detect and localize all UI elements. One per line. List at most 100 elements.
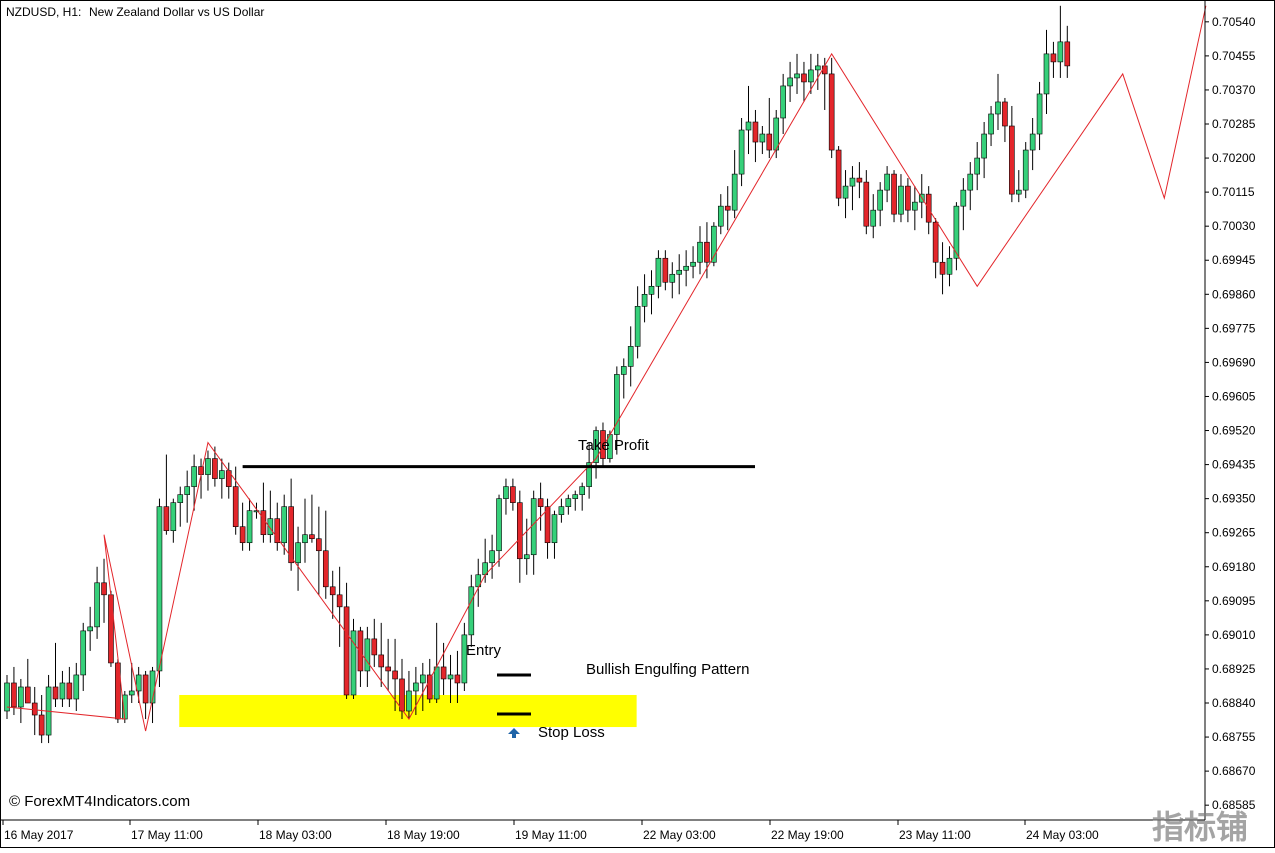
candle[interactable]: [364, 626, 371, 687]
candle[interactable]: [1043, 29, 1050, 114]
candle[interactable]: [219, 458, 225, 499]
candle[interactable]: [974, 142, 981, 191]
candle[interactable]: [454, 650, 461, 703]
candle[interactable]: [156, 498, 163, 687]
candle[interactable]: [759, 126, 766, 155]
candle[interactable]: [191, 454, 197, 511]
candle[interactable]: [856, 162, 863, 199]
candle[interactable]: [510, 478, 516, 511]
candle[interactable]: [267, 490, 274, 543]
candle[interactable]: [898, 174, 904, 223]
candle[interactable]: [274, 502, 281, 551]
candle[interactable]: [503, 478, 509, 515]
candle[interactable]: [932, 218, 939, 279]
candle[interactable]: [593, 426, 599, 479]
candle[interactable]: [322, 510, 329, 599]
candle[interactable]: [849, 166, 856, 211]
candle[interactable]: [960, 178, 967, 231]
candle[interactable]: [59, 670, 66, 708]
candle[interactable]: [787, 61, 793, 102]
candle[interactable]: [558, 498, 565, 523]
candle[interactable]: [31, 686, 38, 736]
candle[interactable]: [142, 670, 149, 720]
candle[interactable]: [357, 626, 364, 687]
candle[interactable]: [392, 638, 398, 712]
candle[interactable]: [1029, 117, 1036, 171]
candle[interactable]: [253, 502, 260, 519]
candle[interactable]: [115, 658, 121, 724]
candle[interactable]: [697, 226, 703, 275]
candle[interactable]: [981, 122, 987, 179]
candle[interactable]: [1050, 41, 1057, 78]
candle[interactable]: [655, 250, 662, 299]
candle[interactable]: [967, 162, 974, 211]
candle[interactable]: [794, 53, 800, 94]
candle[interactable]: [108, 590, 114, 667]
candle[interactable]: [4, 674, 10, 720]
candle[interactable]: [690, 246, 696, 279]
candle[interactable]: [717, 194, 724, 235]
candle[interactable]: [385, 638, 391, 691]
candle[interactable]: [884, 166, 890, 203]
candle[interactable]: [406, 670, 412, 720]
candle[interactable]: [18, 678, 24, 724]
candle[interactable]: [641, 274, 648, 323]
candle[interactable]: [468, 574, 475, 647]
candle[interactable]: [281, 494, 288, 555]
candle[interactable]: [995, 73, 1001, 131]
candle[interactable]: [731, 150, 738, 219]
candle[interactable]: [496, 494, 502, 567]
candle[interactable]: [1057, 5, 1064, 78]
candle[interactable]: [378, 622, 385, 687]
candle[interactable]: [835, 146, 842, 207]
candle[interactable]: [1064, 25, 1071, 78]
candle[interactable]: [419, 662, 426, 712]
candle[interactable]: [426, 658, 433, 703]
candle[interactable]: [627, 326, 634, 387]
candle[interactable]: [905, 178, 911, 223]
candle[interactable]: [101, 558, 107, 623]
candle[interactable]: [38, 694, 45, 744]
candle[interactable]: [461, 622, 468, 691]
candle[interactable]: [537, 482, 544, 531]
candle[interactable]: [988, 105, 994, 147]
candle[interactable]: [288, 478, 294, 571]
candle[interactable]: [572, 490, 579, 511]
candle[interactable]: [648, 270, 655, 315]
candle[interactable]: [614, 366, 620, 455]
candle[interactable]: [780, 73, 786, 135]
candle[interactable]: [600, 422, 606, 467]
candle[interactable]: [939, 242, 946, 295]
candle[interactable]: [863, 170, 870, 235]
candle[interactable]: [523, 518, 530, 575]
candle[interactable]: [302, 498, 308, 563]
candle[interactable]: [669, 262, 676, 299]
candle[interactable]: [766, 97, 773, 159]
candle[interactable]: [565, 494, 572, 515]
candle[interactable]: [350, 618, 357, 699]
candle[interactable]: [676, 254, 683, 295]
candle[interactable]: [808, 53, 814, 94]
candle[interactable]: [309, 494, 315, 543]
candle[interactable]: [52, 642, 59, 708]
candle[interactable]: [343, 582, 350, 699]
candle[interactable]: [1036, 81, 1043, 151]
candle[interactable]: [87, 606, 93, 651]
candle[interactable]: [745, 85, 752, 155]
candle[interactable]: [1022, 142, 1029, 199]
candle[interactable]: [184, 470, 190, 523]
candle[interactable]: [912, 186, 918, 231]
candle[interactable]: [738, 117, 745, 187]
candle[interactable]: [170, 498, 177, 543]
candle[interactable]: [413, 666, 419, 716]
candle[interactable]: [73, 662, 80, 712]
candle[interactable]: [80, 622, 87, 691]
candle[interactable]: [711, 222, 717, 267]
candle[interactable]: [475, 558, 482, 607]
candle[interactable]: [620, 358, 627, 399]
candle[interactable]: [212, 446, 218, 487]
candle[interactable]: [662, 250, 669, 291]
candle[interactable]: [316, 506, 322, 595]
candle[interactable]: [544, 498, 551, 559]
